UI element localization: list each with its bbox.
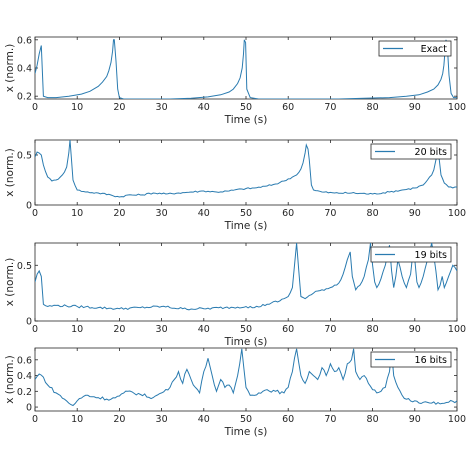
y-tick-label: 0.4	[17, 371, 32, 382]
y-tick-label: 0.2	[17, 92, 32, 103]
x-tick-label: 70	[324, 208, 336, 219]
legend-label: 20 bits	[415, 147, 448, 158]
x-tick-label: 100	[448, 414, 466, 425]
x-tick-label: 80	[367, 208, 379, 219]
x-tick-label: 20	[113, 208, 125, 219]
x-tick-label: 90	[409, 208, 421, 219]
x-axis-label: Time (s)	[224, 336, 268, 348]
chart-panel-1: 0 10 20 30 40 50 60 70 80 90 100 0.2 0.4 0.6 Time (s) x…	[4, 35, 466, 126]
series-line-exact	[35, 39, 457, 99]
x-axis-label: Time (s)	[224, 220, 268, 232]
legend: 20 bits	[370, 143, 452, 160]
y-tick-label: 0.6	[17, 35, 32, 46]
x-tick-label: 50	[240, 414, 252, 425]
x-tick-label: 60	[282, 208, 294, 219]
legend-box	[370, 246, 452, 263]
legend: 16 bits	[370, 351, 452, 368]
y-tick-label: 0	[26, 201, 32, 212]
x-tick-label: 90	[409, 102, 421, 113]
x-tick-label: 20	[113, 324, 125, 335]
x-tick-label: 30	[156, 102, 168, 113]
x-tick-label: 0	[32, 208, 38, 219]
y-axis-label: x (norm.)	[4, 258, 16, 307]
legend: 19 bits	[370, 246, 452, 263]
x-tick-label: 0	[32, 414, 38, 425]
x-tick-label: 90	[409, 324, 421, 335]
chart-panel-3: 0 10 20 30 40 50 60 70 80 90 100 0 0.5 Time (s) x (nor…	[4, 242, 466, 348]
x-tick-label: 100	[448, 102, 466, 113]
y-tick-label: 0.4	[17, 64, 32, 75]
y-axis-label: x (norm.)	[4, 355, 16, 404]
x-tick-label: 40	[198, 414, 210, 425]
y-tick-label: 0.6	[17, 355, 32, 366]
x-tick-label: 0	[32, 324, 38, 335]
x-tick-label: 30	[156, 414, 168, 425]
x-tick-label: 10	[71, 324, 83, 335]
series-line-20-bits	[35, 140, 457, 198]
x-tick-label: 70	[324, 324, 336, 335]
chart-panel-4: 0 10 20 30 40 50 60 70 80 90 100 0 0.2 0.4 0.6 Time (s)…	[4, 347, 466, 438]
y-tick-label: 0	[26, 403, 32, 414]
x-tick-label: 40	[198, 324, 210, 335]
legend-box	[370, 351, 452, 368]
x-tick-label: 90	[409, 414, 421, 425]
y-axis-label: x (norm.)	[4, 148, 16, 197]
y-axis-label: x (norm.)	[4, 44, 16, 93]
series-line-16-bits	[35, 348, 457, 407]
legend-label: 16 bits	[415, 355, 448, 366]
x-tick-label: 20	[113, 102, 125, 113]
x-tick-label: 70	[324, 414, 336, 425]
y-tick-label: 0.5	[17, 151, 32, 162]
x-tick-label: 0	[32, 102, 38, 113]
y-tick-label: 0.5	[17, 261, 32, 272]
x-axis-label: Time (s)	[224, 426, 268, 438]
legend: Exact	[378, 40, 452, 57]
x-tick-label: 50	[240, 102, 252, 113]
x-tick-label: 10	[71, 208, 83, 219]
x-tick-label: 40	[198, 102, 210, 113]
y-tick-label: 0	[26, 317, 32, 328]
x-tick-label: 80	[367, 102, 379, 113]
x-tick-label: 10	[71, 102, 83, 113]
x-tick-label: 50	[240, 324, 252, 335]
legend-box	[378, 40, 452, 57]
legend-label: 19 bits	[415, 250, 448, 261]
x-tick-label: 50	[240, 208, 252, 219]
x-tick-label: 40	[198, 208, 210, 219]
legend-box	[370, 143, 452, 160]
x-tick-label: 30	[156, 324, 168, 335]
x-tick-label: 70	[324, 102, 336, 113]
x-tick-label: 20	[113, 414, 125, 425]
x-tick-label: 100	[448, 208, 466, 219]
x-tick-label: 80	[367, 324, 379, 335]
x-tick-label: 60	[282, 414, 294, 425]
x-tick-label: 10	[71, 414, 83, 425]
x-tick-label: 30	[156, 208, 168, 219]
legend-label: Exact	[421, 44, 448, 55]
x-tick-label: 60	[282, 324, 294, 335]
y-tick-label: 0.2	[17, 387, 32, 398]
x-tick-label: 60	[282, 102, 294, 113]
x-tick-label: 80	[367, 414, 379, 425]
x-axis-label: Time (s)	[224, 114, 268, 126]
chart-panel-2: 0 10 20 30 40 50 60 70 80 90 100 0 0.5 Time (s) x (nor…	[4, 139, 466, 232]
x-tick-label: 100	[448, 324, 466, 335]
